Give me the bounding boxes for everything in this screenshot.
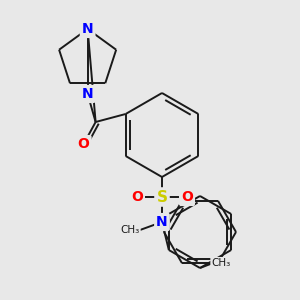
Text: O: O xyxy=(131,190,143,204)
Text: S: S xyxy=(157,190,167,205)
Text: N: N xyxy=(82,87,93,101)
Text: O: O xyxy=(78,137,90,151)
Text: CH₃: CH₃ xyxy=(212,258,231,268)
Text: O: O xyxy=(181,190,193,204)
Text: N: N xyxy=(156,215,168,229)
Text: N: N xyxy=(82,22,93,36)
Text: CH₃: CH₃ xyxy=(120,225,140,235)
